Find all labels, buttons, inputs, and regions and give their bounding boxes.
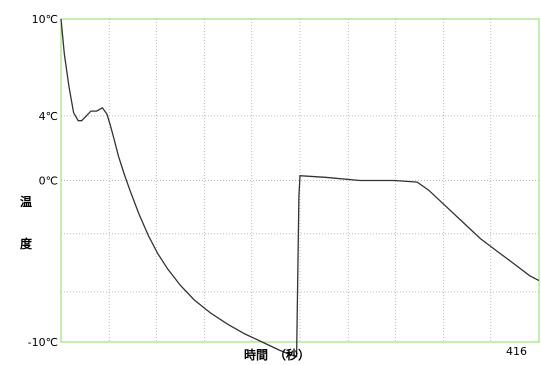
y-tick-label-2: 0℃ (39, 175, 58, 188)
temperature-series-line (60, 18, 540, 358)
y-tick-label-3: -10℃ (28, 336, 58, 349)
y-axis-label-2: 度 (20, 236, 33, 251)
y-axis-label-1: 温 (20, 195, 32, 209)
x-axis-label: 時間 （秒） (244, 347, 310, 362)
x-axis-end-label: 416 (506, 345, 527, 358)
y-tick-label-0: 10℃ (32, 13, 58, 26)
y-tick-labels: 10℃ 4℃ 0℃ -10℃ (28, 13, 58, 349)
y-tick-label-1: 4℃ (39, 110, 58, 123)
plot-frame (60, 18, 540, 343)
